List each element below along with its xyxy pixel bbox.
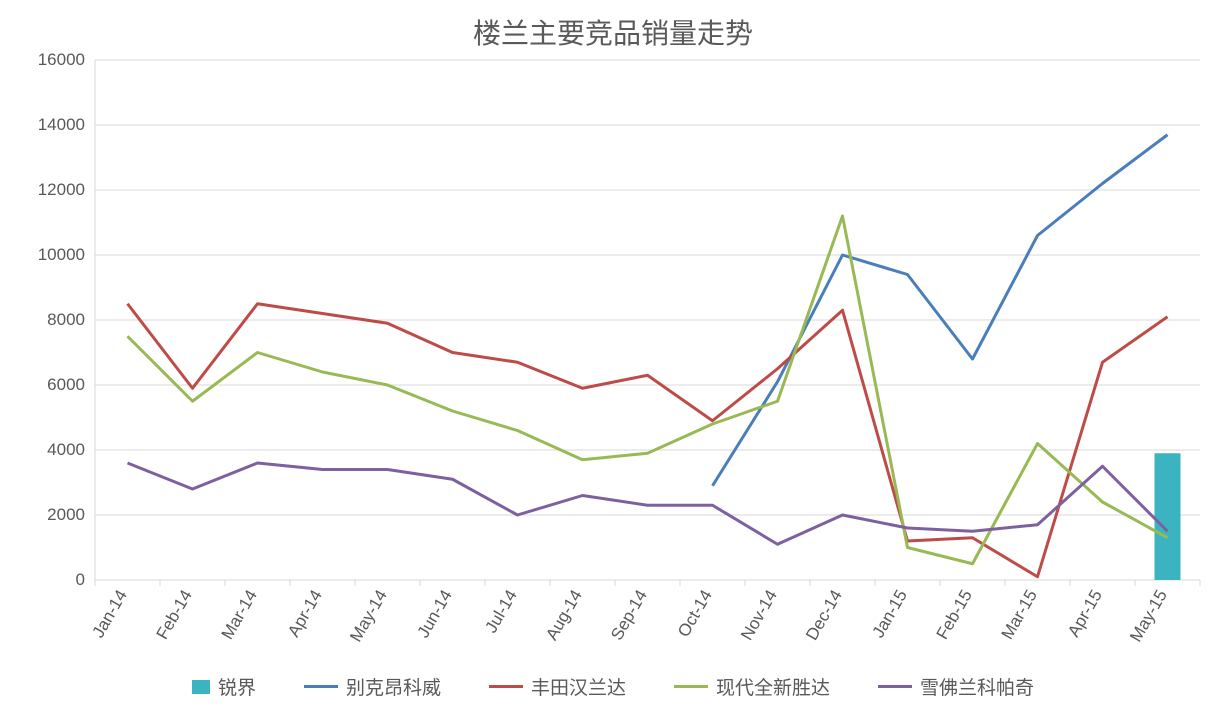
x-tick-label: Mar-15 [998, 587, 1041, 643]
chart-container: 楼兰主要竞品销量走势 02000400060008000100001200014… [0, 0, 1226, 708]
legend-item: 雪佛兰科帕奇 [878, 673, 1034, 700]
y-tick-label: 0 [76, 570, 85, 589]
x-tick-label: Feb-14 [153, 587, 196, 643]
y-tick-label: 10000 [38, 245, 85, 264]
x-tick-label: May-14 [346, 587, 391, 646]
series-line [128, 463, 1168, 544]
legend-label: 丰田汉兰达 [531, 673, 626, 700]
legend-label: 别克昂科威 [346, 673, 441, 700]
series-line [128, 216, 1168, 564]
x-tick-label: Nov-14 [737, 587, 781, 644]
x-tick-label: Sep-14 [607, 587, 651, 644]
y-tick-label: 12000 [38, 180, 85, 199]
legend-item: 锐界 [192, 673, 256, 700]
series-line [128, 304, 1168, 577]
legend-label: 锐界 [218, 673, 256, 700]
x-tick-label: Feb-15 [933, 587, 976, 643]
x-tick-label: Jul-14 [481, 587, 521, 637]
legend-item: 丰田汉兰达 [489, 673, 626, 700]
legend-swatch [304, 685, 338, 688]
x-tick-label: Jan-14 [89, 587, 131, 642]
legend-swatch [489, 685, 523, 688]
x-tick-label: May-15 [1126, 587, 1171, 646]
x-tick-label: Dec-14 [802, 587, 846, 644]
legend-item: 现代全新胜达 [674, 673, 830, 700]
x-tick-label: Apr-14 [284, 587, 326, 641]
x-tick-label: Apr-15 [1064, 587, 1106, 641]
series-line [713, 135, 1168, 486]
legend-label: 现代全新胜达 [716, 673, 830, 700]
legend-swatch [674, 685, 708, 688]
chart-legend: 锐界 别克昂科威 丰田汉兰达 现代全新胜达 雪佛兰科帕奇 [0, 673, 1226, 700]
bar [1155, 453, 1181, 580]
chart-plot-svg: 0 2000 4000 6000 8000 10000 12000 14000 16000 Jan… [0, 0, 1226, 708]
y-tick-label: 2000 [47, 505, 85, 524]
x-tick-label: Jun-14 [414, 587, 456, 642]
x-tick-label: Mar-14 [218, 587, 261, 643]
legend-swatch [192, 680, 210, 694]
legend-swatch [878, 685, 912, 688]
y-tick-label: 4000 [47, 440, 85, 459]
x-tick-label: Jan-15 [869, 587, 911, 642]
legend-item: 别克昂科威 [304, 673, 441, 700]
y-tick-label: 16000 [38, 50, 85, 69]
x-tick-label: Oct-14 [674, 587, 716, 641]
x-tick-label: Aug-14 [542, 587, 586, 644]
y-tick-label: 6000 [47, 375, 85, 394]
legend-label: 雪佛兰科帕奇 [920, 673, 1034, 700]
y-tick-label: 8000 [47, 310, 85, 329]
y-tick-label: 14000 [38, 115, 85, 134]
